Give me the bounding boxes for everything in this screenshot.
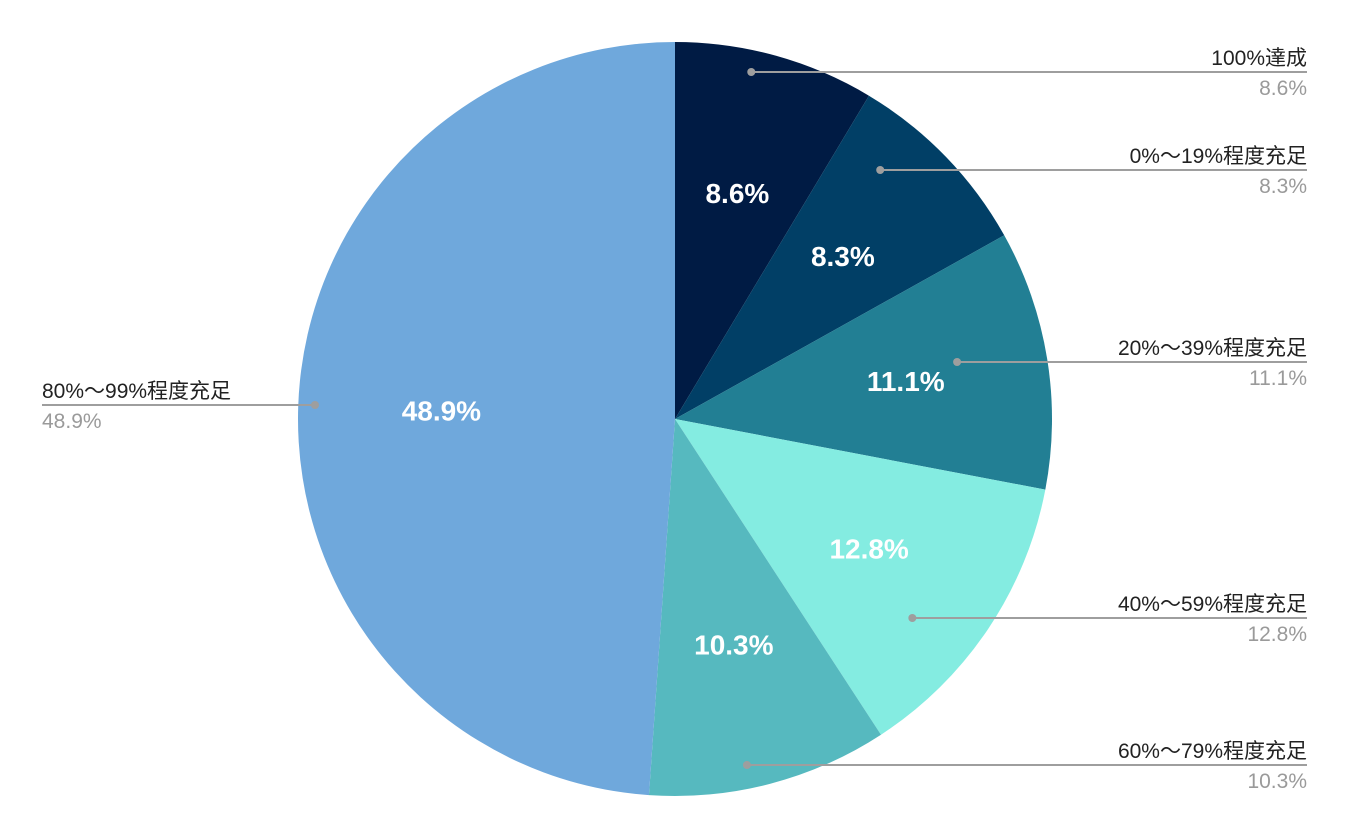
legend-name-2: 0%〜19%程度充足 (1130, 145, 1307, 168)
legend-name-3: 20%〜39%程度充足 (1118, 337, 1307, 360)
legend-name-1: 100%達成 (1211, 47, 1307, 70)
callout-dot-1 (747, 68, 756, 76)
pie-slice-6 (298, 42, 675, 796)
pie-slice-1 (675, 42, 869, 419)
legend-name-5: 60%〜79%程度充足 (1118, 740, 1307, 763)
pie-slice-2 (675, 95, 1005, 419)
legend-name-4: 40%〜59%程度充足 (1118, 593, 1307, 616)
pie-slice-label-1: 8.6% (705, 178, 769, 209)
pie-slices (298, 42, 1052, 796)
legend-percent-2: 8.3% (1259, 175, 1307, 198)
legend-name-6: 80%〜99%程度充足 (42, 380, 231, 403)
pie-slice-label-4: 12.8% (829, 534, 908, 565)
pie-slice-label-6: 48.9% (402, 395, 481, 426)
callout-dot-6 (311, 401, 319, 409)
pie-slice-4 (675, 419, 1046, 735)
pie-slice-label-3: 11.1% (867, 366, 945, 397)
legend-percent-6: 48.9% (42, 410, 102, 433)
pie-slice-5 (648, 419, 881, 796)
callout-dot-3 (953, 358, 962, 366)
callout-dot-5 (742, 761, 751, 769)
pie-slice-label-2: 8.3% (811, 241, 875, 272)
legend-percent-5: 10.3% (1247, 770, 1307, 793)
legend-percent-3: 11.1% (1249, 367, 1307, 390)
pie-callouts: 100%達成 8.6% 0%〜19%程度充足 8.3% 20%〜39%程度充足 11.1%… (42, 47, 1307, 793)
legend-percent-1: 8.6% (1259, 77, 1307, 100)
legend-percent-4: 12.8% (1247, 623, 1307, 646)
pie-slice-3 (675, 235, 1052, 490)
callout-dot-4 (908, 614, 917, 622)
pie-slice-label-5: 10.3% (694, 630, 773, 661)
pie-slice-labels: 8.6% 8.3% 11.1% 12.8% 10.3% 48.9% (402, 178, 945, 660)
callout-dot-2 (876, 166, 885, 174)
